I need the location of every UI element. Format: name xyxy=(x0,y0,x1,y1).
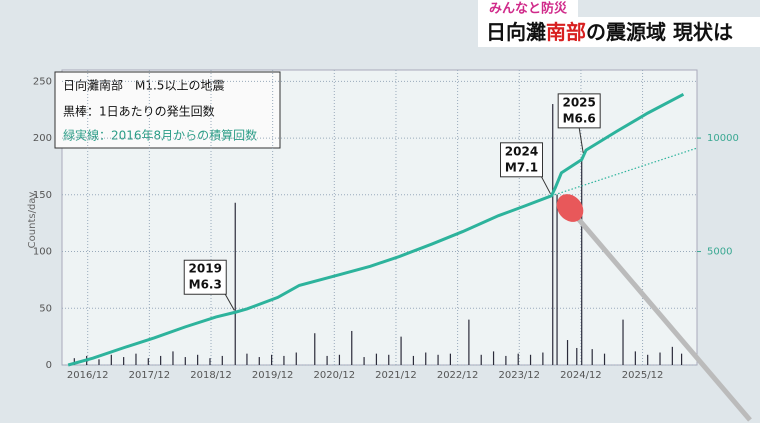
x-tick-label: 2020/12 xyxy=(314,370,356,381)
bar xyxy=(314,333,316,365)
bar xyxy=(480,354,482,365)
bar xyxy=(581,160,583,365)
x-tick-label: 2019/12 xyxy=(252,370,294,381)
x-tick-label: 2024/12 xyxy=(560,370,602,381)
annotation-arrow xyxy=(578,127,584,153)
bar xyxy=(388,354,390,365)
bar xyxy=(363,357,365,365)
annotation-arrow xyxy=(224,293,235,311)
annotation-box xyxy=(500,142,544,178)
annotation-box xyxy=(557,93,601,129)
bar xyxy=(375,353,378,365)
x-tick-label: 2018/12 xyxy=(190,370,232,381)
y-axis-label: Counts/day xyxy=(27,192,38,249)
bar xyxy=(73,358,75,365)
pointer-rod xyxy=(573,213,752,422)
x-tick-label: 2023/12 xyxy=(498,370,540,381)
bar xyxy=(505,355,507,365)
x-tick-label: 2021/12 xyxy=(375,370,417,381)
y-tick-label: 100 xyxy=(33,247,52,258)
x-tick-label: 2025/12 xyxy=(622,370,664,381)
bar xyxy=(576,347,578,365)
bar xyxy=(283,355,285,365)
y-tick-label: 150 xyxy=(33,190,52,201)
legend-box xyxy=(54,71,281,149)
bar xyxy=(147,358,149,365)
legend-title: 日向灘南部 M1.5以上の地震 xyxy=(63,78,224,93)
tag-box xyxy=(478,0,578,17)
bar xyxy=(552,104,554,366)
bar xyxy=(234,202,236,365)
bar xyxy=(258,357,260,365)
annotation-text: M6.6 xyxy=(563,111,596,125)
x-tick-label: 2022/12 xyxy=(437,370,479,381)
bar xyxy=(338,354,341,365)
bar xyxy=(634,351,636,365)
bar xyxy=(449,353,451,365)
cumulative-line xyxy=(67,92,685,367)
bar xyxy=(160,355,162,365)
bar xyxy=(603,353,606,365)
y-tick-label: 50 xyxy=(39,303,52,314)
bar xyxy=(671,346,673,365)
pointer xyxy=(556,194,752,422)
bar xyxy=(591,349,593,365)
annotation-text: M7.1 xyxy=(505,160,538,174)
bar xyxy=(351,330,353,365)
annotation-arrow xyxy=(541,176,551,195)
bar xyxy=(221,355,223,365)
annotation-text: 2025 xyxy=(562,95,595,109)
headline-part: 南部 xyxy=(546,20,586,44)
bar xyxy=(680,353,683,365)
bar xyxy=(556,194,558,365)
bar xyxy=(492,351,495,365)
bar xyxy=(271,354,273,365)
bar xyxy=(209,358,211,365)
bar xyxy=(437,354,439,365)
bar xyxy=(566,340,569,365)
title-box xyxy=(478,17,760,47)
tag: みんなと防災 xyxy=(489,1,568,17)
bar xyxy=(295,352,297,365)
bar xyxy=(123,357,125,365)
x-tick-label: 2017/12 xyxy=(129,370,171,381)
bar xyxy=(659,352,661,365)
x-tick-label: 2016/12 xyxy=(67,370,109,381)
legend-text: 緑実線：2016年8月からの積算回数 xyxy=(63,128,257,143)
bar xyxy=(135,353,137,365)
y2-tick-label: 5000 xyxy=(707,247,732,258)
bar xyxy=(468,319,470,365)
bar xyxy=(529,354,532,365)
headline: 日向灘南部の震源域 現状は xyxy=(486,20,733,44)
bar xyxy=(197,354,199,365)
bar xyxy=(622,319,624,365)
bar xyxy=(326,355,328,365)
annotation-text: 2024 xyxy=(505,144,538,158)
pointer-tip xyxy=(556,194,584,222)
annotation-text: M6.3 xyxy=(189,278,222,292)
bar xyxy=(98,359,100,365)
bar xyxy=(542,352,544,365)
bar xyxy=(412,355,415,365)
bar xyxy=(172,351,174,365)
bar xyxy=(647,354,649,365)
bar xyxy=(184,357,186,365)
annotation-box xyxy=(183,259,227,295)
bar xyxy=(425,352,427,365)
y2-tick-label: 10000 xyxy=(707,133,739,144)
annotation-text: 2019 xyxy=(189,262,222,276)
y-tick-label: 250 xyxy=(33,76,52,87)
projection-line xyxy=(551,147,698,197)
bar xyxy=(400,336,402,365)
headline-part: の震源域 現状は xyxy=(586,20,733,44)
bar xyxy=(246,353,248,365)
y-tick-label: 0 xyxy=(46,360,52,371)
bar xyxy=(110,354,112,365)
headline-part: 日向灘 xyxy=(486,20,546,44)
bar xyxy=(517,353,519,365)
legend-text: 黒棒：1日あたりの発生回数 xyxy=(63,104,215,119)
y-tick-label: 200 xyxy=(33,133,52,144)
